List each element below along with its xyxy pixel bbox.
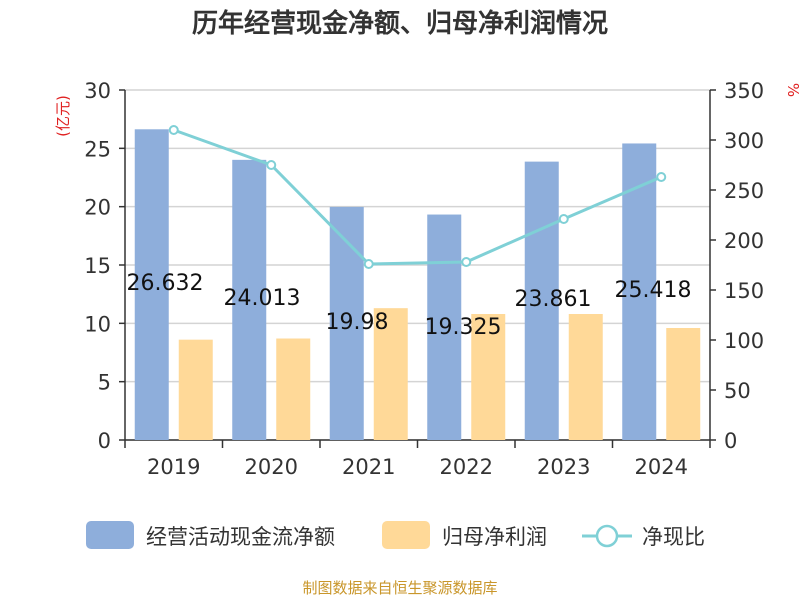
x-tick-label: 2024 xyxy=(635,455,688,479)
left-tick-label: 30 xyxy=(84,79,111,103)
data-labels: 26.632 24.013 19.98 19.325 23.861 25.418 xyxy=(127,271,692,340)
legend-profit-label: 归母净利润 xyxy=(442,525,547,549)
right-tick-label: 300 xyxy=(724,129,764,153)
legend-profit-swatch xyxy=(382,521,430,549)
net-profit-bar xyxy=(471,314,506,440)
cash-flow-bar xyxy=(524,161,559,440)
cash-flow-bar xyxy=(134,129,169,440)
ratio-point xyxy=(168,125,179,135)
x-tick-label: 2021 xyxy=(342,455,395,479)
right-tick-label: 0 xyxy=(724,429,737,453)
net-cash-ratio-line xyxy=(168,125,667,269)
left-tick-label: 25 xyxy=(84,137,111,161)
x-tick-label: 2019 xyxy=(147,455,200,479)
ratio-point xyxy=(266,160,277,170)
net-profit-bar xyxy=(276,338,311,440)
ratio-point xyxy=(363,259,374,269)
bars xyxy=(134,129,701,440)
cash-flow-bar xyxy=(329,206,364,440)
net-profit-bar xyxy=(666,328,701,440)
chart-title: 历年经营现金净额、归母净利润情况 xyxy=(192,8,608,39)
left-tick-label: 15 xyxy=(84,254,111,278)
cash-flow-data-label: 19.325 xyxy=(425,315,502,340)
left-tick-label: 0 xyxy=(98,429,111,453)
legend-cash-swatch xyxy=(86,521,134,549)
legend-ratio-label: 净现比 xyxy=(642,525,705,549)
cash-flow-data-label: 23.861 xyxy=(515,287,592,312)
legend-cash-label: 经营活动现金流净额 xyxy=(146,525,335,549)
right-tick-label: 50 xyxy=(724,379,751,403)
x-tick-label: 2022 xyxy=(440,455,493,479)
right-tick-label: 350 xyxy=(724,79,764,103)
cash-flow-data-label: 19.98 xyxy=(326,310,389,335)
ratio-point xyxy=(558,214,569,224)
legend-ratio-marker xyxy=(595,524,619,548)
right-tick-label: 150 xyxy=(724,279,764,303)
source-note: 制图数据来自恒生聚源数据库 xyxy=(302,579,497,597)
left-axis-unit: (亿元) xyxy=(54,95,72,137)
left-tick-label: 5 xyxy=(98,371,111,395)
ratio-point xyxy=(656,172,667,182)
net-profit-bar xyxy=(178,339,213,440)
net-profit-bar xyxy=(568,314,603,440)
right-tick-label: 250 xyxy=(724,179,764,203)
cash-flow-data-label: 24.013 xyxy=(224,286,301,311)
x-tick-label: 2020 xyxy=(245,455,298,479)
x-tick-label: 2023 xyxy=(537,455,590,479)
right-axis-unit: % xyxy=(784,83,800,97)
right-tick-label: 200 xyxy=(724,229,764,253)
cash-flow-data-label: 26.632 xyxy=(127,271,204,296)
ratio-polyline xyxy=(173,128,662,266)
legend: 经营活动现金流净额 归母净利润 净现比 xyxy=(86,521,705,549)
left-tick-label: 10 xyxy=(84,312,111,336)
right-tick-label: 100 xyxy=(724,329,764,353)
cash-flow-data-label: 25.418 xyxy=(615,278,692,303)
cash-flow-bar xyxy=(427,214,462,440)
net-profit-bar xyxy=(373,308,408,440)
cash-flow-bar xyxy=(232,159,267,440)
ratio-point xyxy=(461,257,472,267)
left-tick-label: 20 xyxy=(84,196,111,220)
